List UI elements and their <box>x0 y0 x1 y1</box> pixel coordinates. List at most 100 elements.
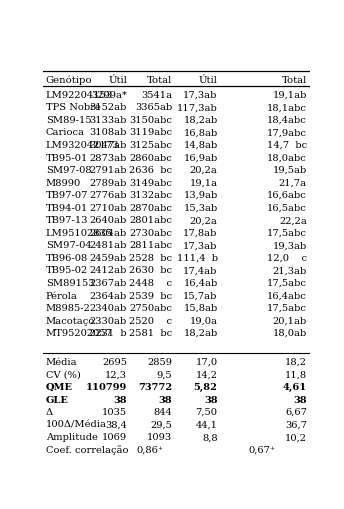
Text: 15,3ab: 15,3ab <box>183 204 218 213</box>
Text: 1069: 1069 <box>102 433 127 442</box>
Text: 3150abc: 3150abc <box>129 116 172 125</box>
Text: 3299a*: 3299a* <box>91 91 127 100</box>
Text: M8985-2: M8985-2 <box>46 304 90 313</box>
Text: 17,3ab: 17,3ab <box>183 241 218 250</box>
Text: 2528  bc: 2528 bc <box>129 254 172 263</box>
Text: SM97-04: SM97-04 <box>46 241 91 250</box>
Text: 8,8: 8,8 <box>202 433 218 442</box>
Text: 17,9abc: 17,9abc <box>267 128 307 137</box>
Text: 2539  bc: 2539 bc <box>129 292 172 300</box>
Text: 38,4: 38,4 <box>105 420 127 430</box>
Text: 22,2a: 22,2a <box>279 216 307 225</box>
Text: 2776ab: 2776ab <box>89 191 127 200</box>
Text: 3152ab: 3152ab <box>89 103 127 112</box>
Text: 12,3: 12,3 <box>105 371 127 380</box>
Text: Pérola: Pérola <box>46 292 77 300</box>
Text: 18,1abc: 18,1abc <box>267 103 307 112</box>
Text: 3541a: 3541a <box>141 91 172 100</box>
Text: 3132abc: 3132abc <box>129 191 172 200</box>
Text: 21,7a: 21,7a <box>279 179 307 188</box>
Text: 2859: 2859 <box>147 358 172 367</box>
Text: 1035: 1035 <box>102 408 127 417</box>
Text: 3119abc: 3119abc <box>129 128 172 137</box>
Text: 2412ab: 2412ab <box>89 266 127 275</box>
Text: 16,4ab: 16,4ab <box>183 279 218 288</box>
Text: Genótipo: Genótipo <box>46 75 92 85</box>
Text: Útil: Útil <box>199 76 218 85</box>
Text: 2367ab: 2367ab <box>89 279 127 288</box>
Text: LM932042173: LM932042173 <box>46 141 119 150</box>
Text: 20,2a: 20,2a <box>190 216 218 225</box>
Text: 17,4ab: 17,4ab <box>183 266 218 275</box>
Text: 2481ab: 2481ab <box>89 241 127 250</box>
Text: 2811abc: 2811abc <box>129 241 172 250</box>
Text: Média: Média <box>46 358 77 367</box>
Text: 11,8: 11,8 <box>285 371 307 380</box>
Text: 18,0abc: 18,0abc <box>267 154 307 162</box>
Text: Amplitude: Amplitude <box>46 433 98 442</box>
Text: 2630  bc: 2630 bc <box>129 266 172 275</box>
Text: 9,5: 9,5 <box>157 371 172 380</box>
Text: 2581  bc: 2581 bc <box>129 329 172 338</box>
Text: 17,5abc: 17,5abc <box>267 229 307 238</box>
Text: 2789ab: 2789ab <box>89 179 127 188</box>
Text: 13,9ab: 13,9ab <box>183 191 218 200</box>
Text: 16,9ab: 16,9ab <box>183 154 218 162</box>
Text: 100Δ/Média: 100Δ/Média <box>46 420 107 430</box>
Text: Coef. correlação: Coef. correlação <box>46 445 128 455</box>
Text: 18,0ab: 18,0ab <box>273 329 307 338</box>
Text: 38: 38 <box>159 395 172 405</box>
Text: 18,2: 18,2 <box>285 358 307 367</box>
Text: 16,8ab: 16,8ab <box>183 128 218 137</box>
Text: 2860abc: 2860abc <box>130 154 172 162</box>
Text: 3365ab: 3365ab <box>135 103 172 112</box>
Text: 2791ab: 2791ab <box>89 166 127 175</box>
Text: 117,3ab: 117,3ab <box>177 103 218 112</box>
Text: 2801abc: 2801abc <box>129 216 172 225</box>
Text: 17,0: 17,0 <box>195 358 218 367</box>
Text: 2364ab: 2364ab <box>90 292 127 300</box>
Text: Total: Total <box>147 76 172 85</box>
Text: 14,7  bc: 14,7 bc <box>267 141 307 150</box>
Text: 3133ab: 3133ab <box>89 116 127 125</box>
Text: 111,4  b: 111,4 b <box>176 254 218 263</box>
Text: 38: 38 <box>204 395 218 405</box>
Text: 2710ab: 2710ab <box>89 204 127 213</box>
Text: 0,67⁺: 0,67⁺ <box>249 446 276 455</box>
Text: 2695: 2695 <box>102 358 127 367</box>
Text: 18,2ab: 18,2ab <box>183 329 218 338</box>
Text: 2231  b: 2231 b <box>89 329 127 338</box>
Text: 2873ab: 2873ab <box>89 154 127 162</box>
Text: 15,7ab: 15,7ab <box>183 292 218 300</box>
Text: TB96-08: TB96-08 <box>46 254 88 263</box>
Text: 15,8ab: 15,8ab <box>183 304 218 313</box>
Text: M8990: M8990 <box>46 179 81 188</box>
Text: 14,8ab: 14,8ab <box>183 141 218 150</box>
Text: 2340ab: 2340ab <box>90 304 127 313</box>
Text: Total: Total <box>282 76 307 85</box>
Text: 12,0    c: 12,0 c <box>267 254 307 263</box>
Text: 18,4abc: 18,4abc <box>267 116 307 125</box>
Text: 3149abc: 3149abc <box>129 179 172 188</box>
Text: 2636  bc: 2636 bc <box>129 166 172 175</box>
Text: 2640ab: 2640ab <box>90 216 127 225</box>
Text: 16,5abc: 16,5abc <box>267 204 307 213</box>
Text: 2750abc: 2750abc <box>129 304 172 313</box>
Text: SM89-15: SM89-15 <box>46 116 91 125</box>
Text: 5,82: 5,82 <box>194 383 218 392</box>
Text: 2870abc: 2870abc <box>129 204 172 213</box>
Text: SM97-08: SM97-08 <box>46 166 91 175</box>
Text: Δ: Δ <box>46 408 53 417</box>
Text: 19,1ab: 19,1ab <box>272 91 307 100</box>
Text: 20,2a: 20,2a <box>190 166 218 175</box>
Text: 4,61: 4,61 <box>283 383 307 392</box>
Text: 44,1: 44,1 <box>196 420 218 430</box>
Text: 10,2: 10,2 <box>285 433 307 442</box>
Text: TB97-13: TB97-13 <box>46 216 88 225</box>
Text: 16,4abc: 16,4abc <box>267 292 307 300</box>
Text: 17,5abc: 17,5abc <box>267 304 307 313</box>
Text: LM92204153: LM92204153 <box>46 91 113 100</box>
Text: Macotaço: Macotaço <box>46 317 95 326</box>
Text: CV (%): CV (%) <box>46 371 80 380</box>
Text: QME: QME <box>46 383 73 392</box>
